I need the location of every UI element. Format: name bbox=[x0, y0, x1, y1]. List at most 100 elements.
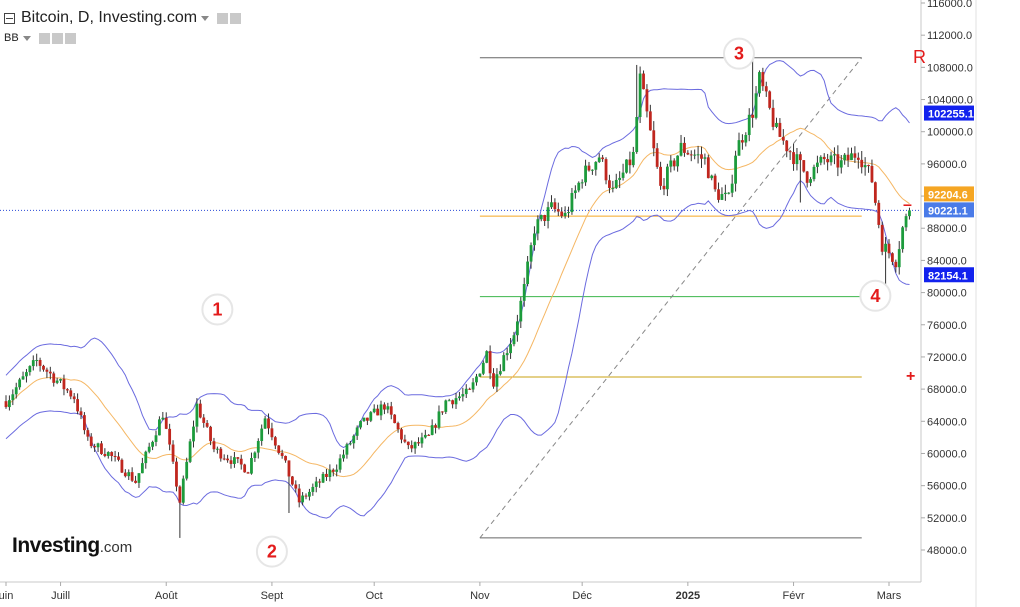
candle-body bbox=[25, 372, 28, 377]
candle-body bbox=[379, 404, 383, 416]
eye-icon[interactable] bbox=[38, 32, 50, 44]
candle-body bbox=[741, 140, 744, 143]
candle-body bbox=[648, 111, 652, 131]
candle-body bbox=[369, 412, 373, 421]
candle-body bbox=[833, 154, 836, 156]
candle-body bbox=[839, 160, 843, 168]
y-tick-label: 64000.0 bbox=[927, 416, 967, 428]
candle-body bbox=[290, 476, 294, 485]
candle-body bbox=[396, 423, 400, 430]
gear-icon[interactable] bbox=[230, 12, 242, 24]
candle-body bbox=[901, 227, 905, 250]
candle-body bbox=[301, 495, 305, 503]
candle-body bbox=[867, 165, 870, 167]
candle-body bbox=[86, 430, 90, 437]
candle-body bbox=[127, 472, 131, 477]
candle-body bbox=[389, 406, 393, 415]
price-badge bbox=[924, 105, 974, 121]
candle-body bbox=[147, 446, 151, 452]
candle-body bbox=[359, 421, 362, 428]
candle-body bbox=[423, 434, 427, 438]
indicator-header: BB bbox=[4, 31, 76, 45]
candle-body bbox=[904, 216, 908, 228]
candle-body bbox=[594, 161, 598, 170]
candle-body bbox=[171, 444, 175, 462]
candle-body bbox=[608, 180, 611, 188]
x-tick-label: 2025 bbox=[676, 590, 700, 602]
candle-body bbox=[717, 189, 720, 200]
candle-body bbox=[100, 443, 103, 454]
candle-body bbox=[737, 140, 741, 156]
chevron-down-icon[interactable] bbox=[22, 35, 31, 41]
candle-body bbox=[775, 122, 778, 127]
candle-body bbox=[413, 442, 417, 449]
candle-body bbox=[853, 153, 857, 158]
x-tick-label: Sept bbox=[261, 590, 284, 602]
candle-body bbox=[822, 156, 826, 160]
price-badge-label: 92204.6 bbox=[928, 189, 968, 201]
candle-body bbox=[754, 93, 758, 118]
annotation-label: 2 bbox=[267, 542, 277, 562]
candle-body bbox=[642, 73, 645, 90]
candle-body bbox=[161, 417, 165, 420]
candle-body bbox=[31, 360, 35, 367]
candle-body bbox=[730, 183, 734, 193]
candle-body bbox=[679, 142, 683, 156]
candle-body bbox=[614, 179, 618, 188]
candle-body bbox=[209, 426, 212, 442]
chart-title: Bitcoin, D, Investing.com bbox=[21, 9, 198, 26]
candle-body bbox=[727, 192, 731, 194]
candle-body bbox=[103, 453, 107, 456]
candle-body bbox=[703, 157, 707, 159]
bb-middle-band bbox=[5, 127, 910, 478]
annotation-circle bbox=[201, 293, 234, 326]
candle-body bbox=[83, 415, 86, 431]
candle-body bbox=[570, 192, 574, 213]
eye-icon[interactable] bbox=[217, 12, 229, 24]
candle-body bbox=[795, 154, 799, 165]
candle-body bbox=[573, 190, 577, 193]
gear-icon[interactable] bbox=[51, 32, 63, 44]
candle-body bbox=[151, 441, 154, 447]
candle-body bbox=[686, 152, 690, 155]
candle-body bbox=[280, 452, 284, 456]
candle-body bbox=[764, 86, 768, 92]
candle-body bbox=[440, 411, 444, 413]
chevron-down-icon[interactable] bbox=[201, 15, 210, 21]
candle-body bbox=[308, 491, 311, 497]
candle-body bbox=[805, 171, 809, 183]
candle-body bbox=[342, 454, 345, 459]
candle-body bbox=[771, 107, 775, 127]
candle-body bbox=[492, 373, 495, 387]
candle-body bbox=[72, 396, 76, 400]
candle-body bbox=[751, 114, 755, 118]
candle-body bbox=[229, 460, 233, 464]
candle-body bbox=[693, 154, 697, 156]
candle-body bbox=[659, 166, 662, 186]
x-tick-label: Nov bbox=[470, 590, 490, 602]
collapse-icon[interactable] bbox=[4, 12, 15, 24]
candle-body bbox=[908, 210, 911, 217]
y-tick-label: 60000.0 bbox=[927, 448, 967, 460]
candle-body bbox=[372, 408, 376, 413]
candle-body bbox=[202, 417, 206, 423]
x-tick-label: Déc bbox=[572, 590, 592, 602]
candle-body bbox=[11, 394, 15, 401]
candle-body bbox=[846, 154, 850, 161]
candle-body bbox=[481, 362, 485, 374]
candle-body bbox=[475, 376, 478, 383]
candle-body bbox=[117, 456, 120, 460]
candle-body bbox=[519, 300, 523, 322]
candle-body bbox=[512, 335, 516, 345]
candle-body bbox=[744, 135, 748, 143]
close-icon[interactable] bbox=[64, 32, 76, 44]
x-tick-label: Févr bbox=[783, 590, 805, 602]
candle-body bbox=[18, 379, 22, 388]
annotation-label: 1 bbox=[212, 299, 222, 319]
y-tick-label: 56000.0 bbox=[927, 481, 967, 493]
candle-body bbox=[533, 233, 536, 246]
candle-body bbox=[325, 473, 328, 478]
candle-body bbox=[260, 428, 264, 441]
candle-body bbox=[434, 425, 437, 428]
